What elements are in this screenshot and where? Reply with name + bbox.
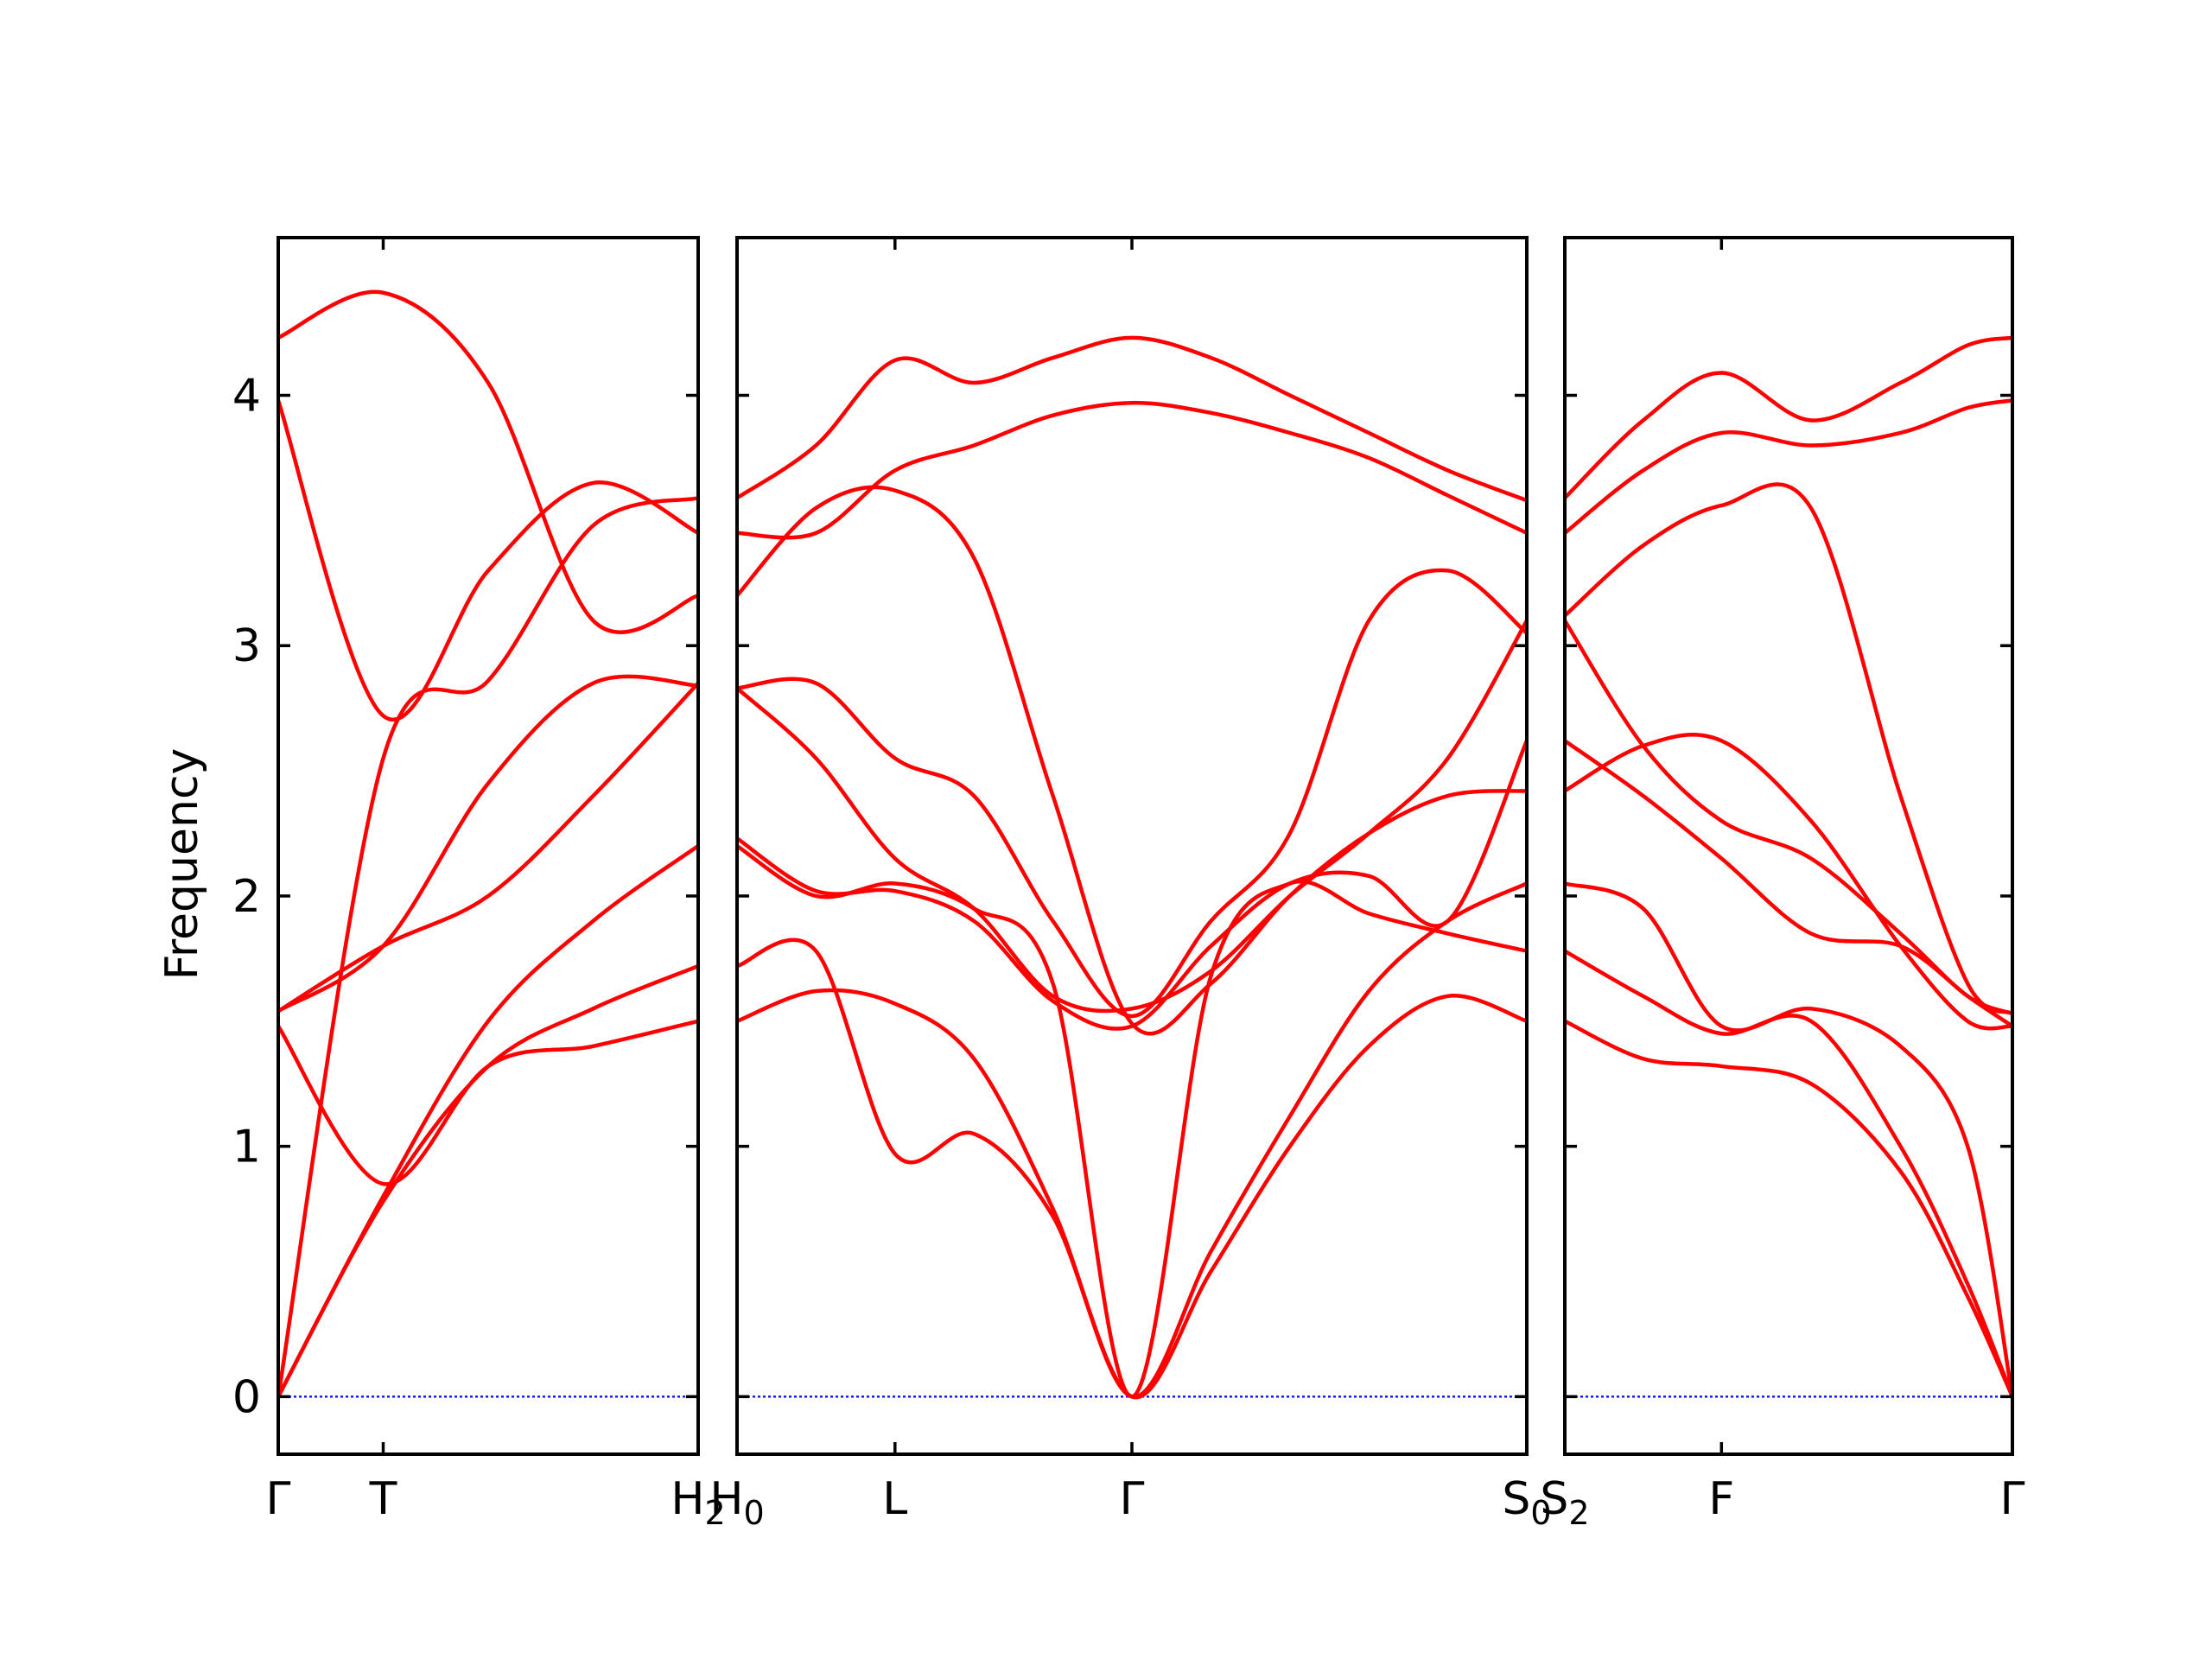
k-point-label: T — [369, 1473, 397, 1525]
k-point-label: F — [1708, 1473, 1734, 1525]
band-line-3 — [1565, 881, 2012, 1399]
panel-2: H0 L Γ S0 — [709, 236, 1552, 1532]
panel-frame — [276, 236, 700, 1456]
band-line-3 — [278, 496, 698, 1399]
panel-1: Γ T H2 — [266, 236, 726, 1532]
band-line-9 — [737, 335, 1527, 503]
band-line-4 — [737, 739, 1527, 1031]
y-tick-label: 2 — [232, 871, 261, 923]
panel-3: S2 F Γ — [1540, 236, 2025, 1532]
band-line-3 — [737, 843, 1527, 1399]
y-tick-label: 4 — [232, 371, 261, 423]
k-point-label: Γ — [2000, 1473, 2025, 1525]
band-lines — [1565, 335, 2012, 1399]
band-line-6 — [278, 674, 698, 1014]
band-line-5 — [278, 681, 698, 1014]
y-tick-label: 3 — [232, 620, 261, 672]
band-line-7 — [278, 398, 698, 721]
band-line-7 — [1565, 482, 2012, 1016]
band-line-6 — [1565, 619, 2012, 1016]
k-point-label: H2 — [671, 1473, 725, 1532]
panel-frame — [1563, 236, 2014, 1456]
band-line-1 — [1565, 1019, 2012, 1399]
k-point-label: S2 — [1540, 1473, 1589, 1532]
band-lines — [278, 289, 698, 1399]
band-line-2 — [278, 843, 698, 1399]
band-line-8 — [278, 289, 698, 634]
band-line-9 — [1565, 335, 2012, 500]
band-line-5 — [737, 619, 1527, 1014]
band-lines — [737, 335, 1527, 1400]
band-line-2 — [1565, 949, 2012, 1399]
k-point-label: S0 — [1502, 1473, 1551, 1532]
band-line-8 — [737, 400, 1527, 540]
band-line-4 — [278, 1019, 698, 1186]
y-tick-label: 0 — [232, 1371, 261, 1423]
band-line-6 — [737, 568, 1527, 1019]
band-line-8 — [1565, 398, 2012, 536]
k-point-label: H0 — [709, 1473, 764, 1532]
k-point-label: Γ — [1120, 1473, 1145, 1525]
k-point-label: L — [882, 1473, 907, 1525]
k-point-label: Γ — [266, 1473, 291, 1525]
y-tick-label: 1 — [232, 1122, 261, 1173]
band-line-7 — [737, 485, 1527, 1036]
y-axis-label: Frequency — [156, 748, 208, 981]
